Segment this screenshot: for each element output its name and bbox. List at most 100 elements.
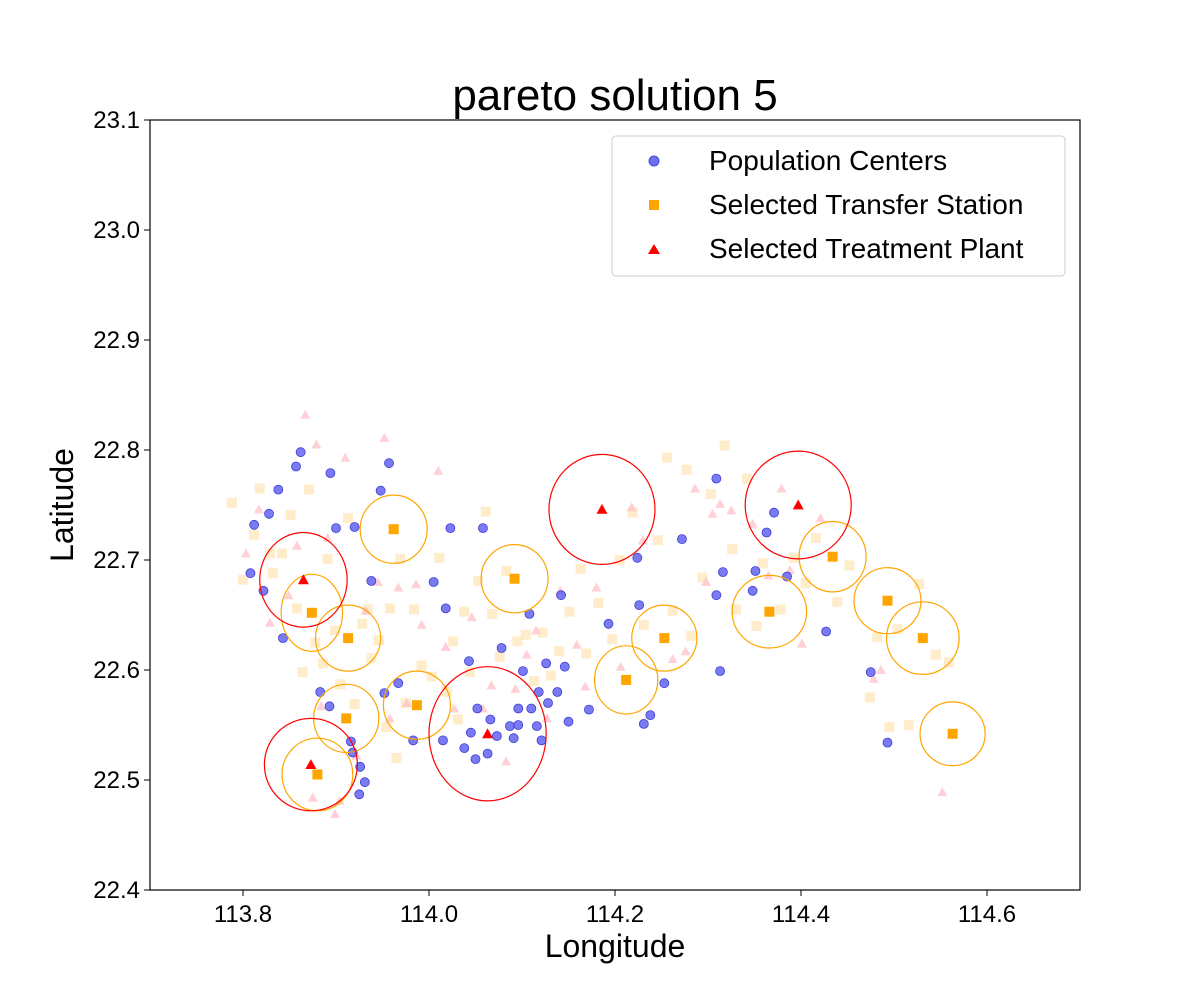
- y-tick-label: 22.8: [93, 437, 140, 464]
- population-center-point: [717, 567, 728, 577]
- coverage-circles-layer: [259, 450, 986, 812]
- x-tick-label: 114.2: [586, 901, 644, 928]
- candidate-transfer-site: [366, 652, 377, 663]
- transfer-coverage-circle: [280, 573, 344, 652]
- candidate-sites-layer: [226, 409, 954, 819]
- population-center-point: [711, 473, 722, 484]
- candidate-transfer-site: [373, 635, 384, 646]
- treatment-plant-point: [482, 728, 494, 739]
- population-center-point: [541, 658, 552, 669]
- y-axis-label: Latitude: [44, 448, 80, 562]
- candidate-transfer-site: [662, 452, 673, 463]
- transfer-coverage-circle: [593, 645, 659, 715]
- transfer-station-point: [947, 728, 958, 739]
- candidate-transfer-site: [719, 440, 730, 451]
- plant-coverage-circle: [428, 666, 547, 802]
- candidate-transfer-site: [884, 722, 895, 733]
- candidate-transfer-site: [751, 621, 762, 631]
- population-center-point: [273, 484, 284, 495]
- population-center-point: [645, 710, 656, 720]
- population-center-point: [331, 523, 341, 533]
- candidate-transfer-site: [448, 636, 459, 647]
- candidate-transfer-site: [381, 722, 392, 733]
- population-center-point: [315, 687, 326, 697]
- candidate-transfer-site: [285, 509, 296, 520]
- candidate-transfer-site: [384, 603, 395, 614]
- candidate-plant-site: [283, 590, 294, 600]
- candidate-transfer-site: [800, 578, 811, 589]
- x-tick-label: 114.0: [400, 901, 458, 928]
- population-center-point: [485, 714, 496, 725]
- population-center-point: [428, 577, 439, 587]
- y-tick-label: 22.6: [93, 657, 140, 684]
- candidate-transfer-site: [426, 671, 437, 682]
- population-center-point: [465, 727, 476, 738]
- population-center-point: [354, 789, 365, 800]
- population-center-point: [632, 552, 643, 563]
- x-axis-ticks: 113.8 114.0 114.2 114.4 114.6: [214, 890, 1016, 928]
- population-center-point: [438, 735, 448, 746]
- legend-population-marker: [648, 155, 660, 167]
- population-center-point: [505, 721, 515, 731]
- x-tick-label: 114.6: [958, 901, 1016, 928]
- candidate-transfer-site: [757, 558, 768, 569]
- candidate-plant-site: [372, 577, 383, 586]
- candidate-plant-site: [815, 513, 826, 523]
- candidate-transfer-site: [686, 630, 697, 641]
- population-center-point: [264, 508, 274, 519]
- plant-coverage-circle: [259, 531, 348, 628]
- candidate-transfer-site: [529, 676, 540, 686]
- candidate-transfer-site: [775, 604, 786, 615]
- y-tick-label: 22.7: [93, 547, 140, 574]
- transfer-coverage-circle: [480, 544, 549, 614]
- y-tick-label: 22.5: [93, 767, 140, 794]
- candidate-transfer-site: [810, 533, 821, 543]
- candidate-plant-site: [530, 625, 541, 635]
- candidate-transfer-site: [892, 624, 903, 635]
- population-center-point: [278, 633, 288, 643]
- population-center-point: [513, 720, 524, 730]
- candidate-plant-site: [340, 452, 351, 462]
- population-center-point: [821, 626, 832, 637]
- transfer-coverage-circle: [919, 701, 986, 767]
- candidate-plant-site: [726, 505, 737, 515]
- candidate-plant-site: [571, 639, 582, 649]
- transfer-station-point: [341, 713, 352, 724]
- transfer-coverage-circle: [853, 567, 922, 635]
- candidate-transfer-site: [627, 507, 638, 518]
- candidate-transfer-site: [554, 646, 565, 657]
- population-center-point: [659, 678, 670, 689]
- population-center-point: [359, 777, 370, 788]
- population-center-point: [584, 704, 594, 715]
- candidate-transfer-site: [832, 596, 843, 607]
- population-center-point: [478, 523, 488, 533]
- candidate-transfer-site: [416, 660, 427, 671]
- transfer-station-point: [659, 633, 670, 644]
- population-center-point: [408, 735, 419, 746]
- y-tick-label: 23.1: [93, 107, 140, 134]
- candidate-plant-site: [322, 533, 333, 542]
- candidate-transfer-site: [409, 604, 420, 615]
- candidate-transfer-site: [357, 618, 368, 629]
- candidate-transfer-site: [537, 627, 548, 638]
- population-center-point: [291, 461, 301, 472]
- candidate-transfer-site: [575, 563, 586, 574]
- candidate-transfer-site: [844, 560, 855, 571]
- treatment-plant-point: [297, 574, 309, 585]
- population-center-point: [677, 534, 687, 544]
- population-center-point: [440, 603, 451, 614]
- population-center-point: [536, 735, 547, 746]
- population-center-point: [552, 687, 563, 697]
- candidate-transfer-site: [943, 657, 954, 668]
- legend-transfer-label: Selected Transfer Station: [709, 189, 1023, 220]
- transfer-coverage-circle: [885, 601, 960, 675]
- candidate-transfer-site: [614, 555, 625, 565]
- candidate-plant-site: [747, 518, 758, 528]
- population-center-point: [603, 618, 614, 629]
- population-center-point: [249, 519, 260, 530]
- candidate-plant-site: [667, 654, 678, 663]
- population-center-point: [464, 656, 474, 667]
- candidate-plant-site: [510, 683, 521, 693]
- candidate-transfer-site: [930, 649, 941, 660]
